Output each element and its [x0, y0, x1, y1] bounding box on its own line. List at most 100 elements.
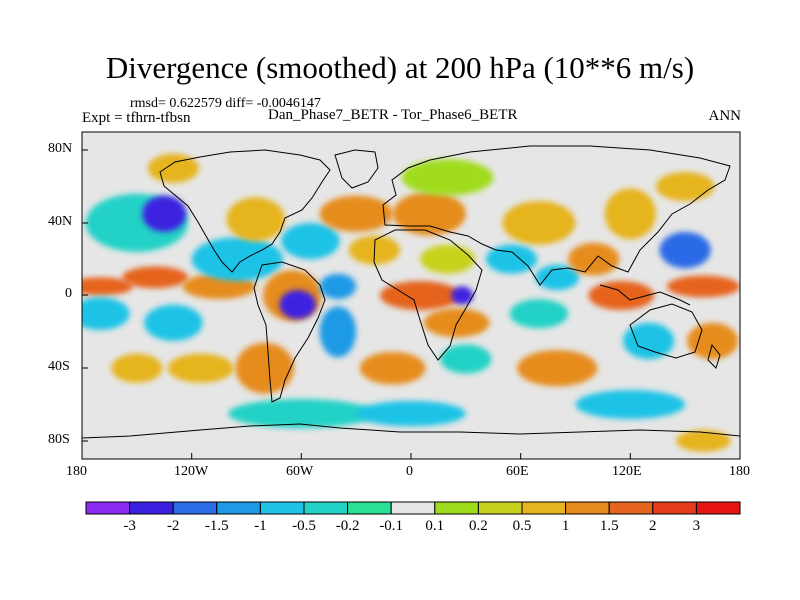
- coastline-new-zealand: [707, 343, 721, 369]
- colorbar: [85, 501, 741, 515]
- colorbar-label-13: 3: [692, 518, 701, 534]
- field-blob-9: [147, 153, 199, 183]
- coastline-greenland: [334, 149, 379, 189]
- x-tick-label-180e: 180: [729, 464, 750, 479]
- field-blob-45: [356, 400, 466, 427]
- field-blob-15: [279, 290, 316, 320]
- field-blob-42: [655, 171, 715, 202]
- field-blob-10: [96, 157, 141, 180]
- coastline-africa: [373, 229, 483, 361]
- colorbar-label-8: 0.2: [469, 518, 488, 534]
- field-blob-34: [517, 350, 598, 387]
- field-blob-41: [666, 275, 740, 298]
- experiment-label: Expt = tfhrn-tfbsn: [82, 110, 191, 126]
- x-tick-label-120e: 120E: [612, 464, 642, 479]
- field-blob-33: [509, 299, 569, 329]
- field-blob-40: [686, 322, 739, 360]
- field-blob-1: [82, 297, 130, 331]
- field-blob-12: [235, 342, 295, 394]
- colorbar-label-5: -0.2: [335, 518, 360, 534]
- x-tick-label-60e: 60E: [506, 464, 529, 479]
- y-tick-label-40n: 40N: [48, 214, 73, 229]
- coastline-australia: [629, 303, 703, 359]
- field-blob-3: [144, 304, 203, 341]
- field-blob-13: [167, 353, 234, 383]
- field-blob-44: [228, 399, 375, 429]
- colorbar-swatch-10: [521, 501, 567, 515]
- field-blob-17: [319, 306, 357, 358]
- divergence-field: [82, 153, 740, 452]
- colorbar-label-2: -1.5: [204, 518, 229, 534]
- field-blob-36: [588, 280, 655, 311]
- field-blob-28: [359, 351, 426, 385]
- field-blob-26: [423, 308, 490, 338]
- y-tick-label-0: 0: [65, 286, 72, 301]
- field-blob-31: [485, 244, 538, 274]
- colorbar-swatch-3: [216, 501, 261, 515]
- chart-title: Divergence (smoothed) at 200 hPa (10**6 …: [105, 50, 695, 85]
- colorbar-swatch-0: [85, 501, 131, 515]
- colorbar-label-11: 1.5: [599, 518, 619, 534]
- field-blob-30: [502, 201, 576, 245]
- colorbar-swatch-14: [695, 501, 741, 515]
- field-blob-23: [392, 191, 466, 236]
- field-blob-38: [659, 231, 711, 269]
- colorbar-label-10: 1: [561, 518, 570, 534]
- y-tick-label-80s: 80S: [48, 432, 70, 447]
- field-blob-39: [623, 322, 675, 360]
- axis-ticks: [81, 149, 741, 459]
- field-blob-22: [379, 280, 461, 311]
- field-blob-18: [319, 273, 357, 300]
- coastline-eurasia: [382, 145, 731, 286]
- field-blob-19: [319, 195, 393, 232]
- colorbar-label-12: 2: [649, 518, 657, 534]
- colorbar-swatch-5: [303, 501, 349, 515]
- field-blob-24: [420, 244, 475, 274]
- colorbar-label-7: 0.1: [425, 518, 445, 534]
- field-blob-35: [568, 242, 620, 276]
- colorbar-swatch-1: [129, 501, 174, 515]
- coastline-south-america: [253, 261, 326, 403]
- field-blob-16: [281, 222, 340, 260]
- season-label: ANN: [708, 108, 742, 124]
- coastline-north-america: [159, 149, 331, 273]
- field-blob-27: [440, 344, 492, 374]
- colorbar-swatch-13: [652, 501, 697, 515]
- colorbar-swatch-9: [477, 501, 523, 515]
- colorbar-swatch-4: [259, 501, 305, 515]
- field-blob-8: [142, 195, 187, 232]
- y-tick-label-80n: 80N: [48, 141, 73, 156]
- colorbar-label-1: -2: [166, 518, 180, 534]
- colorbar-swatch-12: [608, 501, 654, 515]
- colorbar-label-3: -1: [254, 518, 267, 534]
- field-blob-37: [604, 188, 656, 240]
- field-blob-0: [82, 277, 134, 296]
- field-blob-29: [401, 159, 494, 196]
- x-tick-label-180w: 180: [66, 464, 87, 479]
- statistics-text: rmsd= 0.622579 diff= -0.0046147: [130, 96, 321, 111]
- field-blob-2: [122, 266, 189, 289]
- comparison-label: Dan_Phase7_BETR - Tor_Phase6_BETR: [268, 107, 518, 123]
- field-blob-11: [226, 197, 285, 241]
- coastline-maritime-asia: [599, 284, 691, 306]
- field-blob-5: [191, 237, 284, 281]
- colorbar-label-6: -0.1: [379, 518, 404, 534]
- field-blob-43: [575, 389, 686, 420]
- field-blob-25: [451, 286, 474, 305]
- field-blob-7: [111, 353, 163, 383]
- colorbar-swatch-2: [172, 501, 218, 515]
- colorbar-swatch-7: [390, 501, 436, 515]
- colorbar-swatch-11: [565, 501, 610, 515]
- colorbar-label-4: -0.5: [292, 518, 316, 534]
- field-blob-32: [535, 264, 580, 291]
- x-tick-label-60w: 60W: [286, 464, 314, 479]
- x-tick-label-0: 0: [406, 464, 413, 479]
- field-blob-21: [321, 153, 373, 183]
- colorbar-label-9: 0.5: [512, 518, 532, 534]
- x-tick-label-120w: 120W: [174, 464, 209, 479]
- colorbar-swatch-8: [434, 501, 479, 515]
- coastlines: [82, 145, 740, 439]
- colorbar-label-0: -3: [123, 518, 136, 534]
- field-blob-46: [676, 429, 731, 452]
